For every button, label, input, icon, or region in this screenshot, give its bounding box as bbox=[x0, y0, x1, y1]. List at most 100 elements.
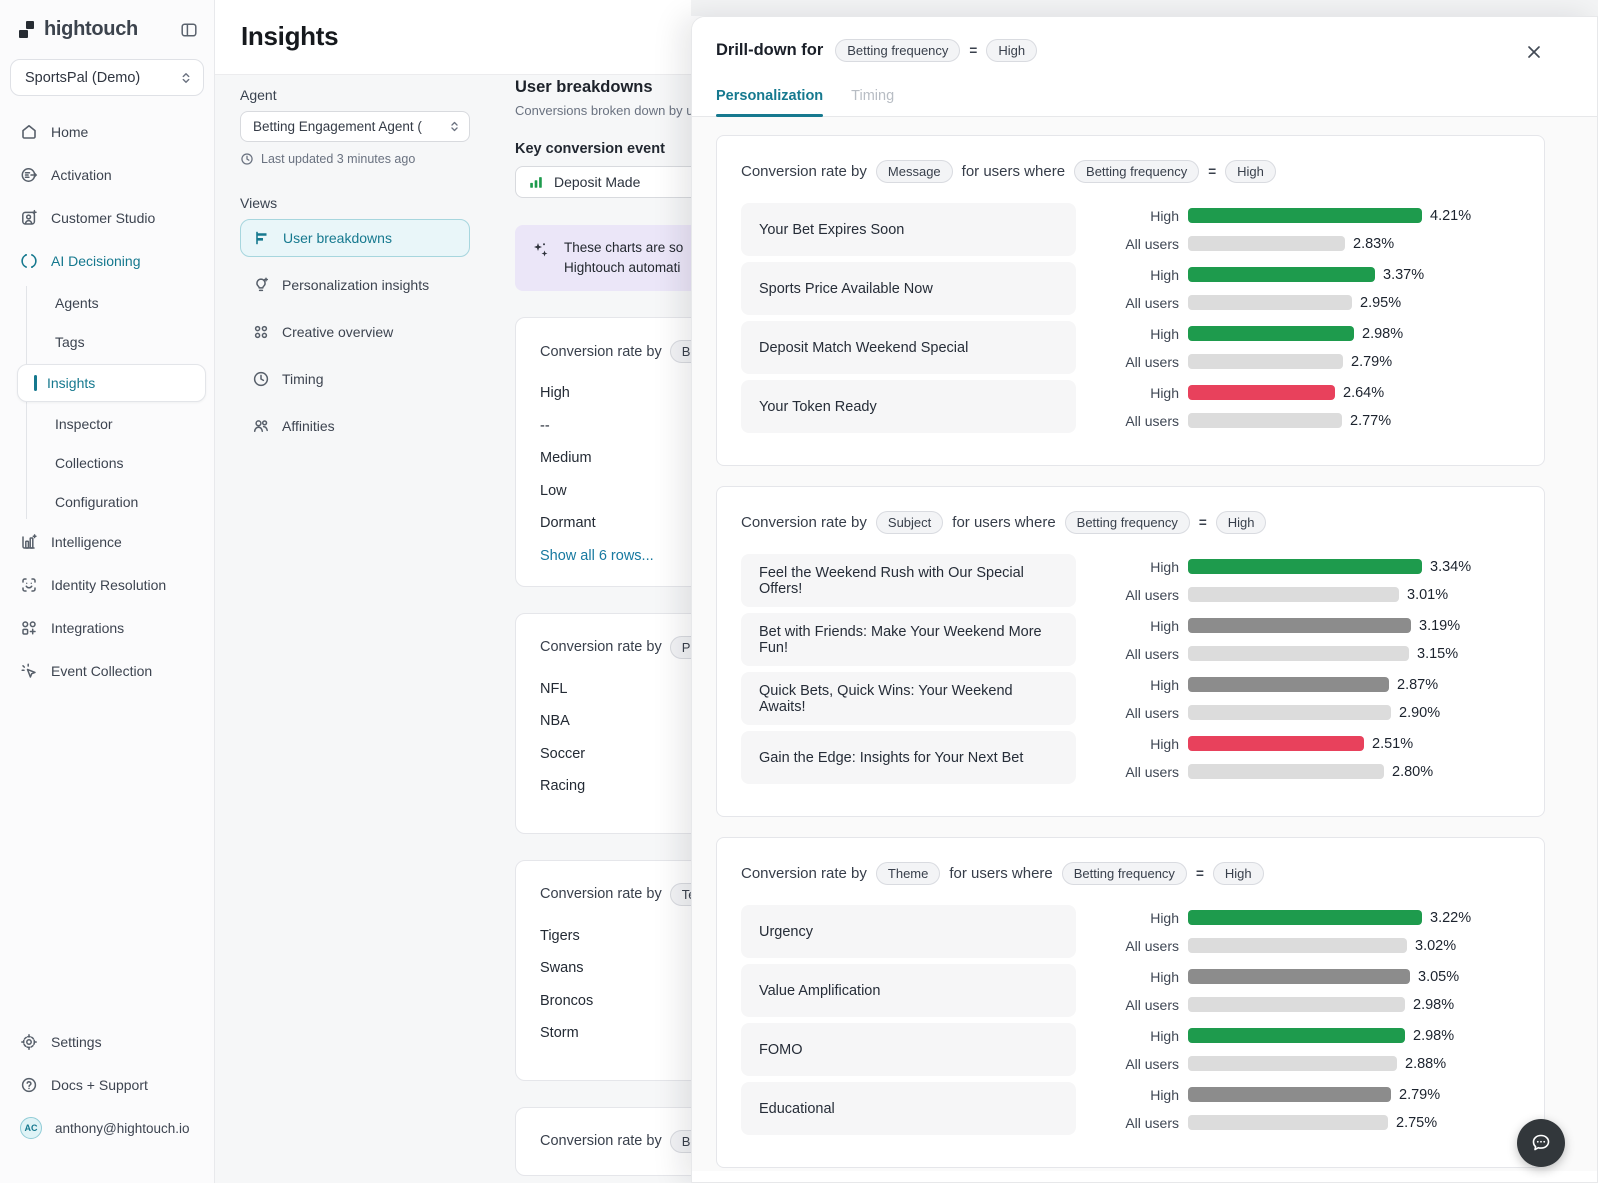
sidebar-item-event-collection[interactable]: Event Collection bbox=[10, 653, 204, 689]
sidebar-item-intelligence[interactable]: Intelligence bbox=[10, 524, 204, 560]
bar-chart-icon bbox=[528, 174, 544, 190]
value-pill[interactable]: High bbox=[1225, 160, 1276, 183]
high-bar bbox=[1188, 677, 1389, 692]
sidebar-item-identity-resolution[interactable]: Identity Resolution bbox=[10, 567, 204, 603]
tab-timing[interactable]: Timing bbox=[851, 88, 894, 116]
all-users-bar bbox=[1188, 705, 1391, 720]
tab-personalization[interactable]: Personalization bbox=[716, 88, 823, 116]
series-label: High bbox=[1088, 1028, 1188, 1044]
row-name-tile: Feel the Weekend Rush with Our Special O… bbox=[741, 554, 1076, 607]
series-label: All users bbox=[1088, 354, 1188, 370]
sidebar-item-label: Integrations bbox=[51, 620, 124, 636]
sidebar-item-inspector[interactable]: Inspector bbox=[27, 407, 204, 441]
card-title: Conversion rate by bbox=[741, 163, 867, 180]
series-label: High bbox=[1088, 910, 1188, 926]
customer-studio-icon bbox=[20, 209, 38, 227]
all-users-bar bbox=[1188, 236, 1345, 251]
views-label: Views bbox=[240, 195, 470, 211]
banner-line1: These charts are so bbox=[564, 238, 683, 258]
sidebar-item-customer-studio[interactable]: Customer Studio bbox=[10, 200, 204, 236]
all-users-bar bbox=[1188, 1115, 1388, 1130]
by-pill[interactable]: Theme bbox=[876, 862, 940, 885]
sidebar-collapse-icon[interactable] bbox=[180, 21, 198, 39]
page-title: Insights bbox=[241, 21, 338, 52]
view-timing[interactable]: Timing bbox=[240, 360, 470, 398]
row-name: Value Amplification bbox=[759, 983, 880, 999]
conversion-row: Deposit Match Weekend Special High2.98% … bbox=[741, 321, 1516, 374]
sidebar-item-settings[interactable]: Settings bbox=[10, 1024, 204, 1060]
row-name: Deposit Match Weekend Special bbox=[759, 340, 968, 356]
avatar: AC bbox=[20, 1117, 42, 1139]
view-user-breakdowns[interactable]: User breakdowns bbox=[240, 219, 470, 257]
sidebar-item-ai-decisioning[interactable]: AI Decisioning bbox=[10, 243, 204, 279]
account-menu[interactable]: AC anthony@hightouch.io bbox=[10, 1110, 204, 1146]
sidebar-item-collections[interactable]: Collections bbox=[27, 446, 204, 480]
conversion-card-message: Conversion rate by Message for users whe… bbox=[716, 135, 1545, 466]
high-bar bbox=[1188, 969, 1410, 984]
bar-value: 2.64% bbox=[1343, 385, 1384, 401]
high-bar bbox=[1188, 326, 1354, 341]
series-label: All users bbox=[1088, 938, 1188, 954]
sidebar-item-label: Home bbox=[51, 124, 88, 140]
all-users-bar bbox=[1188, 295, 1352, 310]
bar-value: 3.15% bbox=[1417, 646, 1458, 662]
sidebar-item-integrations[interactable]: Integrations bbox=[10, 610, 204, 646]
intelligence-icon bbox=[20, 533, 38, 551]
ai-decisioning-icon bbox=[20, 252, 38, 270]
row-name-tile: Urgency bbox=[741, 905, 1076, 958]
chat-support-button[interactable] bbox=[1517, 1119, 1565, 1167]
lightbulb-icon bbox=[252, 276, 270, 294]
series-label: High bbox=[1088, 736, 1188, 752]
value-pill[interactable]: High bbox=[1216, 511, 1267, 534]
sidebar-item-docs-support[interactable]: Docs + Support bbox=[10, 1067, 204, 1103]
by-pill[interactable]: Subject bbox=[876, 511, 943, 534]
row-name: Educational bbox=[759, 1101, 835, 1117]
event-collection-icon bbox=[20, 662, 38, 680]
sidebar-item-activation[interactable]: Activation bbox=[10, 157, 204, 193]
sidebar-item-agents[interactable]: Agents bbox=[27, 286, 204, 320]
view-creative-overview[interactable]: Creative overview bbox=[240, 313, 470, 351]
sidebar-item-home[interactable]: Home bbox=[10, 114, 204, 150]
workspace-selector[interactable]: SportsPal (Demo) bbox=[10, 59, 204, 96]
sidebar-item-tags[interactable]: Tags bbox=[27, 325, 204, 359]
high-bar bbox=[1188, 736, 1364, 751]
view-affinities[interactable]: Affinities bbox=[240, 407, 470, 445]
where-pill[interactable]: Betting frequency bbox=[1074, 160, 1199, 183]
integrations-icon bbox=[20, 619, 38, 637]
home-icon bbox=[20, 123, 38, 141]
series-label: All users bbox=[1088, 587, 1188, 603]
key-conversion-value: Deposit Made bbox=[554, 174, 640, 190]
view-label: Timing bbox=[282, 371, 324, 387]
sidebar-item-label: Configuration bbox=[55, 494, 138, 510]
high-bar bbox=[1188, 1028, 1405, 1043]
row-name: Your Token Ready bbox=[759, 399, 877, 415]
all-users-bar bbox=[1188, 938, 1407, 953]
value-pill[interactable]: High bbox=[986, 39, 1037, 62]
row-name-tile: Bet with Friends: Make Your Weekend More… bbox=[741, 613, 1076, 666]
row-name: Sports Price Available Now bbox=[759, 281, 933, 297]
where-pill[interactable]: Betting frequency bbox=[1065, 511, 1190, 534]
sidebar-item-label: Identity Resolution bbox=[51, 577, 166, 593]
insights-indicator-icon bbox=[34, 375, 37, 391]
bar-value: 2.79% bbox=[1351, 354, 1392, 370]
equals-sign: = bbox=[1208, 164, 1216, 179]
view-personalization-insights[interactable]: Personalization insights bbox=[240, 266, 470, 304]
account-email: anthony@hightouch.io bbox=[55, 1121, 190, 1136]
value-pill[interactable]: High bbox=[1213, 862, 1264, 885]
sidebar-item-insights[interactable]: Insights bbox=[17, 364, 206, 402]
where-pill[interactable]: Betting frequency bbox=[1062, 862, 1187, 885]
identity-resolution-icon bbox=[20, 576, 38, 594]
bar-value: 2.79% bbox=[1399, 1087, 1440, 1103]
row-name-tile: Deposit Match Weekend Special bbox=[741, 321, 1076, 374]
agent-selector[interactable]: Betting Engagement Agent (... bbox=[240, 111, 470, 142]
chevron-updown-icon bbox=[179, 71, 193, 85]
close-icon[interactable] bbox=[1525, 43, 1543, 61]
drilldown-panel: Drill-down for Betting frequency = High … bbox=[691, 16, 1598, 1183]
conversion-card-subject: Conversion rate by Subject for users whe… bbox=[716, 486, 1545, 817]
dimension-pill[interactable]: Betting frequency bbox=[835, 39, 960, 62]
row-name: Feel the Weekend Rush with Our Special O… bbox=[759, 565, 1058, 597]
sidebar-item-configuration[interactable]: Configuration bbox=[27, 485, 204, 519]
by-pill[interactable]: Message bbox=[876, 160, 953, 183]
series-label: High bbox=[1088, 267, 1188, 283]
bar-value: 2.98% bbox=[1362, 326, 1403, 342]
